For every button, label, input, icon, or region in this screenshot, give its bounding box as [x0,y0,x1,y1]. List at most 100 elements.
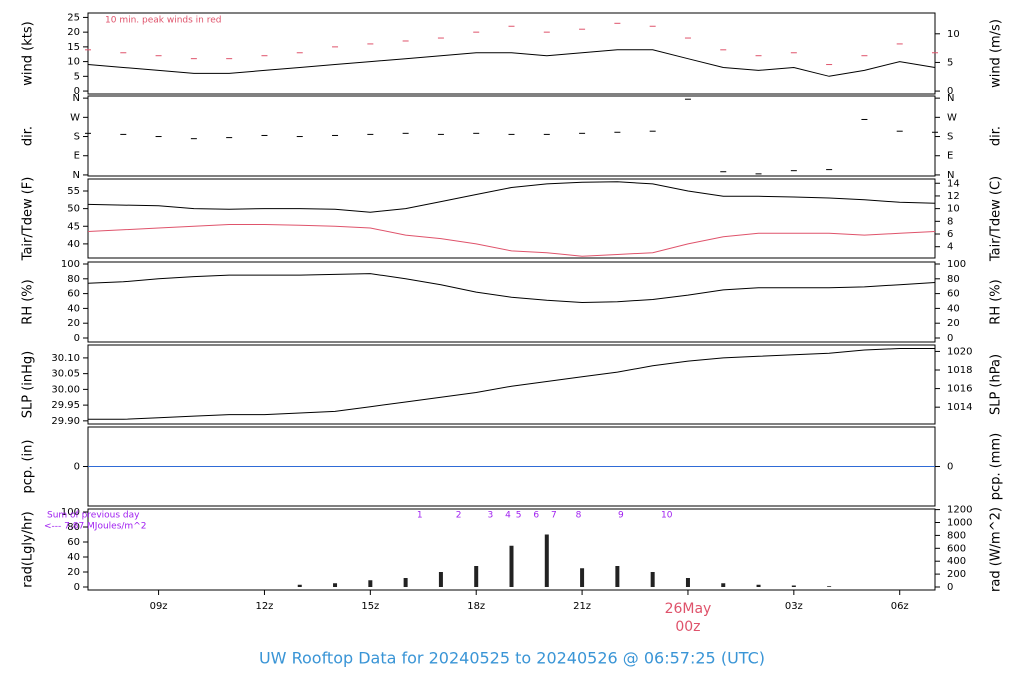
y-tick-label: 0 [74,582,80,593]
series-line [87,49,936,77]
y2-tick-label: 0 [947,582,953,593]
panel-frame [87,344,936,425]
y2-tick-label: 1000 [947,518,972,529]
y2-tick-label: 1018 [947,365,972,376]
hour-mark: 8 [576,511,582,521]
date-label: 26May [665,601,712,617]
y2-tick-label: 14 [947,178,960,189]
y-tick-label: 80 [67,274,80,285]
bar [580,568,585,587]
y2-tick-label: S [947,132,953,143]
y2-tick-label: E [947,151,953,162]
hour-mark: 6 [533,511,539,521]
x-tick-label: 03z [785,601,803,612]
y2-tick-label: 100 [947,259,966,270]
y-tick-label: 100 [61,507,80,518]
y2-tick-label: 80 [947,274,960,285]
y2-tick-label: 8 [947,216,953,227]
y2-tick-label: 5 [947,57,953,68]
bar [827,586,832,587]
y2-tick-label: 800 [947,530,966,541]
hour-mark: 5 [516,511,522,521]
y-axis-label: rad(Lgly/hr) [21,511,36,587]
bar [615,566,620,587]
bar [509,545,514,587]
y-tick-label: 45 [67,221,80,232]
y-tick-label: 0 [74,462,80,473]
annotation: 10 min. peak winds in red [105,16,222,26]
y-tick-label: 5 [74,71,80,82]
note: <--- 7.87 MJoules/m^2 [44,522,146,532]
y2-tick-label: 10 [947,204,960,215]
y-tick-label: 100 [61,259,80,270]
hour-mark: 7 [551,511,557,521]
y-tick-label: S [74,132,80,143]
y2-tick-label: W [947,112,957,123]
bar [791,585,796,587]
y2-tick-label: 40 [947,303,960,314]
x-tick-label: 00z [675,619,700,635]
bar [368,580,373,587]
bar [650,572,655,587]
y-tick-label: N [73,170,80,181]
bar [544,534,549,587]
y-tick-label: 20 [67,318,80,329]
bar [756,584,761,587]
y-tick-label: 60 [67,289,80,300]
y2-tick-label: 4 [947,242,953,253]
y2-tick-label: 20 [947,318,960,329]
y2-tick-label: 12 [947,191,960,202]
y2-tick-label: 400 [947,556,966,567]
y2-axis-label: pcp. (mm) [989,433,1004,500]
y2-axis-label: SLP (hPa) [989,354,1004,415]
x-tick-label: 21z [573,601,591,612]
chart-title: UW Rooftop Data for 20240525 to 20240526… [259,649,765,668]
y-tick-label: 20 [67,27,80,38]
hour-mark: 10 [661,511,673,521]
y2-axis-label: dir. [989,126,1004,146]
y-tick-label: W [70,112,80,123]
hour-mark: 4 [505,511,511,521]
y-tick-label: 29.90 [51,416,80,427]
x-tick-label: 06z [891,601,909,612]
x-tick-label: 15z [361,601,379,612]
y2-axis-label: RH (%) [989,279,1004,324]
y-axis-label: pcp. (in) [21,440,36,494]
y2-axis-label: rad (W/m^2) [989,507,1004,592]
x-tick-label: 12z [255,601,273,612]
y2-tick-label: 200 [947,569,966,580]
series-line [87,181,936,213]
note: Sum of previous day [47,511,140,521]
bar [721,583,726,587]
y2-tick-label: 10 [947,29,960,40]
y2-tick-label: 600 [947,543,966,554]
bar [333,583,338,587]
y2-tick-label: N [947,170,954,181]
y-tick-label: 30.00 [51,384,80,395]
hour-mark: 9 [618,511,624,521]
y-axis-label: Tair/Tdew (F) [21,177,36,262]
bar [474,566,479,587]
hour-mark: 1 [417,511,423,521]
bar [297,584,302,587]
y2-tick-label: 1014 [947,402,972,413]
y-tick-label: 15 [67,42,80,53]
bar [403,578,408,587]
y2-axis-label: wind (m/s) [989,19,1004,88]
series-line [87,224,936,257]
y-tick-label: 40 [67,552,80,563]
y-tick-label: 30.05 [51,369,80,380]
y-axis-label: RH (%) [21,279,36,324]
y-tick-label: 29.95 [51,400,80,411]
y-axis-label: dir. [21,126,36,146]
hour-mark: 3 [487,511,493,521]
hour-mark: 2 [456,511,462,521]
bar [685,578,690,587]
y2-tick-label: 0 [947,86,953,97]
series-line [87,273,936,304]
x-tick-label: 09z [150,601,168,612]
y2-tick-label: 0 [947,333,953,344]
panel-frame [87,178,936,259]
y2-tick-label: 60 [947,289,960,300]
y-tick-label: 55 [67,186,80,197]
